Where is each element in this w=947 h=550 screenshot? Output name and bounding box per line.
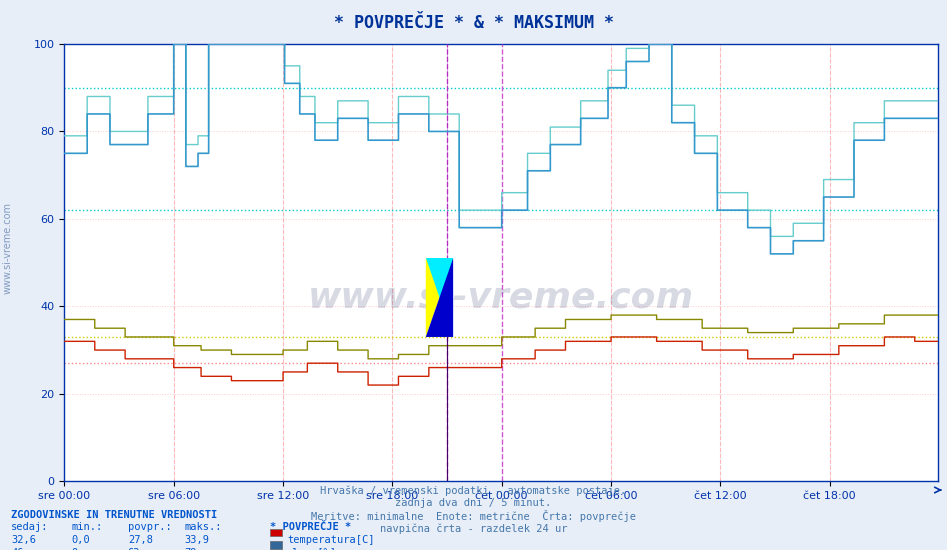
- Text: ZGODOVINSKE IN TRENUTNE VREDNOSTI: ZGODOVINSKE IN TRENUTNE VREDNOSTI: [11, 510, 218, 520]
- Text: 27,8: 27,8: [128, 535, 152, 545]
- Text: navpična črta - razdelek 24 ur: navpična črta - razdelek 24 ur: [380, 523, 567, 534]
- Text: 0,0: 0,0: [71, 535, 90, 545]
- Text: Hrvaška / vremenski podatki - avtomatske postaje.: Hrvaška / vremenski podatki - avtomatske…: [320, 485, 627, 496]
- Text: Meritve: minimalne  Enote: metrične  Črta: povprečje: Meritve: minimalne Enote: metrične Črta:…: [311, 510, 636, 522]
- Polygon shape: [426, 258, 453, 337]
- Text: sedaj:: sedaj:: [11, 522, 49, 532]
- Text: temperatura[C]: temperatura[C]: [287, 535, 374, 545]
- Text: www.si-vreme.com: www.si-vreme.com: [308, 280, 694, 315]
- Text: povpr.:: povpr.:: [128, 522, 171, 532]
- Text: * POVPREČJE *: * POVPREČJE *: [270, 522, 351, 532]
- Text: 62: 62: [128, 548, 140, 550]
- Text: www.si-vreme.com: www.si-vreme.com: [3, 201, 12, 294]
- Text: 0: 0: [71, 548, 78, 550]
- Polygon shape: [426, 258, 453, 337]
- Polygon shape: [426, 258, 453, 337]
- Text: maks.:: maks.:: [185, 522, 223, 532]
- Text: 46: 46: [11, 548, 24, 550]
- Text: 32,6: 32,6: [11, 535, 36, 545]
- Text: min.:: min.:: [71, 522, 102, 532]
- Text: zadnja dva dni / 5 minut.: zadnja dva dni / 5 minut.: [396, 498, 551, 508]
- Text: * POVPREČJE * & * MAKSIMUM *: * POVPREČJE * & * MAKSIMUM *: [333, 14, 614, 32]
- Text: 33,9: 33,9: [185, 535, 209, 545]
- Text: 79: 79: [185, 548, 197, 550]
- Text: vlaga[%]: vlaga[%]: [287, 548, 337, 550]
